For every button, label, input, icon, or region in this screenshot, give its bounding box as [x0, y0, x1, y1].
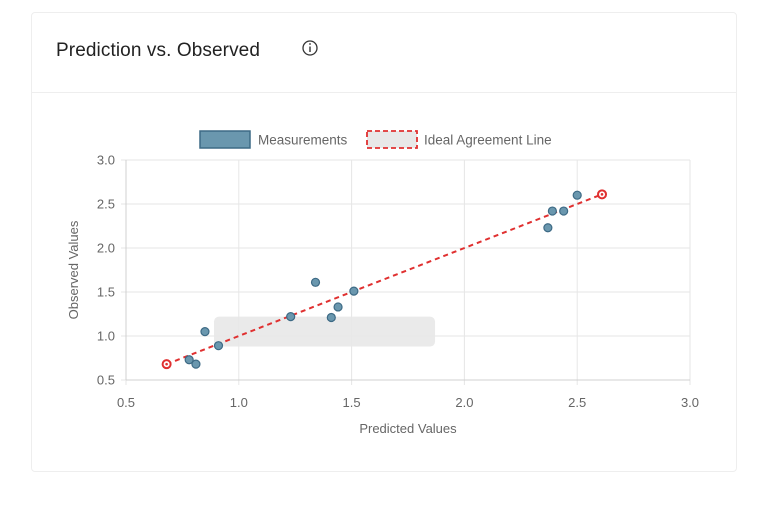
measurement-point[interactable] — [559, 206, 569, 216]
card-header: Prediction vs. Observed — [32, 13, 736, 93]
x-tick-label: 3.0 — [681, 395, 699, 410]
measurement-point[interactable] — [213, 341, 224, 351]
data-layer — [161, 189, 608, 370]
x-axis-label: Predicted Values — [359, 421, 457, 436]
measurement-point[interactable] — [326, 312, 336, 323]
tooltip-placeholder — [213, 316, 436, 347]
x-tick-label: 2.5 — [568, 395, 586, 410]
measurement-point[interactable] — [572, 190, 582, 200]
y-tick-label: 3.0 — [97, 153, 115, 168]
tooltip-overlay — [213, 316, 436, 347]
legend-swatch-ideal-line[interactable] — [366, 130, 418, 149]
x-tick-label: 0.5 — [117, 395, 135, 410]
ideal-line-endpoint-center — [165, 362, 168, 366]
y-tick-label: 2.5 — [97, 197, 115, 212]
measurement-point[interactable] — [191, 359, 201, 369]
ideal-agreement-line — [166, 193, 603, 366]
info-circle-icon[interactable] — [300, 38, 320, 58]
measurement-point[interactable] — [310, 277, 321, 287]
measurement-point[interactable] — [543, 223, 553, 233]
x-tick-label: 2.0 — [455, 395, 473, 410]
measurement-point[interactable] — [184, 355, 194, 365]
x-tick-label: 1.5 — [343, 395, 361, 410]
legend-swatch-measurements[interactable] — [199, 130, 251, 149]
y-tick-label: 2.0 — [97, 241, 115, 256]
x-tick-label: 1.0 — [230, 395, 248, 410]
measurement-point[interactable] — [333, 302, 343, 312]
measurement-point[interactable] — [349, 286, 359, 296]
y-tick-label: 1.5 — [97, 285, 115, 300]
ideal-line-endpoint-center — [600, 193, 604, 196]
measurement-point[interactable] — [200, 327, 210, 337]
y-tick-label: 0.5 — [97, 373, 115, 388]
measurement-point[interactable] — [286, 312, 296, 322]
card-title: Prediction vs. Observed — [56, 40, 260, 61]
legend-label-measurements[interactable]: Measurements — [258, 133, 348, 148]
y-axis-label: Observed Values — [66, 220, 81, 319]
y-tick-label: 1.0 — [97, 329, 115, 344]
axes: 0.5 1.0 1.5 2.0 2.5 3.0 0.5 1.0 1.5 2.0 2.5 3.0 — [97, 153, 699, 411]
measurement-point[interactable] — [547, 206, 557, 216]
legend: Measurements Ideal Agreement Line — [199, 130, 552, 149]
legend-label-ideal-line[interactable]: Ideal Agreement Line — [424, 133, 552, 148]
chart-card: Prediction vs. Observed — [31, 12, 737, 472]
